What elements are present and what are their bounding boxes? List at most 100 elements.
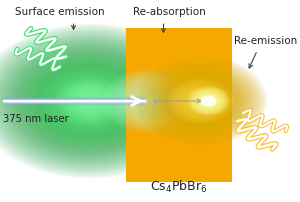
Text: Re-emission: Re-emission [234, 36, 297, 46]
Circle shape [192, 90, 225, 112]
Circle shape [188, 87, 230, 115]
Circle shape [171, 81, 231, 121]
Circle shape [76, 92, 104, 110]
Circle shape [190, 88, 227, 114]
Circle shape [206, 99, 211, 103]
Circle shape [202, 97, 215, 105]
Circle shape [56, 78, 124, 124]
Circle shape [182, 88, 220, 114]
Circle shape [144, 97, 156, 105]
Circle shape [60, 81, 120, 121]
Circle shape [188, 88, 229, 114]
Circle shape [198, 99, 204, 103]
Circle shape [192, 90, 225, 112]
Text: 375 nm laser: 375 nm laser [3, 114, 69, 124]
Circle shape [176, 84, 226, 118]
Circle shape [57, 79, 123, 123]
Circle shape [200, 100, 202, 102]
Circle shape [80, 94, 100, 108]
Circle shape [147, 99, 153, 103]
Circle shape [172, 82, 230, 120]
Circle shape [186, 91, 216, 111]
Circle shape [183, 89, 219, 113]
Circle shape [89, 100, 91, 102]
Circle shape [196, 98, 206, 104]
Circle shape [177, 85, 225, 117]
Circle shape [81, 95, 99, 107]
Circle shape [61, 82, 118, 120]
Circle shape [64, 84, 116, 118]
Bar [126, 28, 232, 182]
Circle shape [190, 94, 212, 108]
Circle shape [207, 100, 209, 102]
Circle shape [191, 94, 211, 108]
Circle shape [193, 91, 224, 111]
Circle shape [204, 98, 213, 104]
Circle shape [193, 96, 209, 106]
Circle shape [192, 95, 210, 107]
Circle shape [85, 98, 95, 104]
Circle shape [173, 82, 229, 120]
Circle shape [203, 97, 214, 105]
Circle shape [82, 96, 98, 106]
Circle shape [67, 86, 113, 116]
Circle shape [194, 92, 223, 110]
Circle shape [201, 96, 216, 106]
Circle shape [143, 97, 157, 105]
Circle shape [188, 92, 214, 110]
Circle shape [84, 97, 96, 105]
Circle shape [181, 88, 221, 114]
Circle shape [201, 96, 216, 106]
Circle shape [202, 96, 215, 106]
Text: Surface emission: Surface emission [15, 7, 105, 17]
Circle shape [179, 86, 223, 116]
Circle shape [189, 88, 228, 114]
Circle shape [145, 98, 155, 104]
Circle shape [59, 80, 121, 122]
Circle shape [197, 93, 220, 109]
Circle shape [197, 94, 220, 108]
Circle shape [168, 79, 234, 123]
Circle shape [86, 98, 94, 104]
Circle shape [195, 92, 222, 110]
Circle shape [80, 94, 100, 108]
Circle shape [63, 83, 117, 119]
Circle shape [146, 98, 154, 104]
Circle shape [87, 99, 93, 103]
Circle shape [79, 93, 101, 109]
Circle shape [141, 95, 159, 107]
Circle shape [83, 96, 97, 106]
Circle shape [206, 100, 211, 102]
Circle shape [193, 90, 224, 112]
Circle shape [198, 94, 219, 108]
Circle shape [200, 95, 217, 107]
Circle shape [70, 88, 110, 114]
Circle shape [199, 100, 203, 102]
Circle shape [88, 100, 92, 102]
Circle shape [196, 93, 221, 109]
Circle shape [86, 98, 94, 104]
Circle shape [194, 91, 223, 111]
Circle shape [194, 97, 208, 105]
Circle shape [77, 92, 103, 110]
Circle shape [196, 97, 206, 105]
Circle shape [79, 93, 101, 109]
Circle shape [81, 95, 98, 107]
Circle shape [205, 99, 212, 103]
Circle shape [142, 96, 158, 106]
Circle shape [201, 96, 216, 106]
Circle shape [180, 87, 222, 115]
Circle shape [170, 80, 232, 122]
Circle shape [66, 85, 114, 117]
Circle shape [199, 95, 218, 107]
Circle shape [204, 98, 213, 104]
Circle shape [76, 91, 104, 111]
Circle shape [200, 95, 217, 107]
Circle shape [205, 99, 212, 103]
Circle shape [190, 89, 227, 113]
Circle shape [199, 94, 218, 108]
Circle shape [84, 97, 96, 105]
Circle shape [184, 90, 218, 112]
Circle shape [69, 87, 111, 115]
Circle shape [73, 89, 107, 113]
